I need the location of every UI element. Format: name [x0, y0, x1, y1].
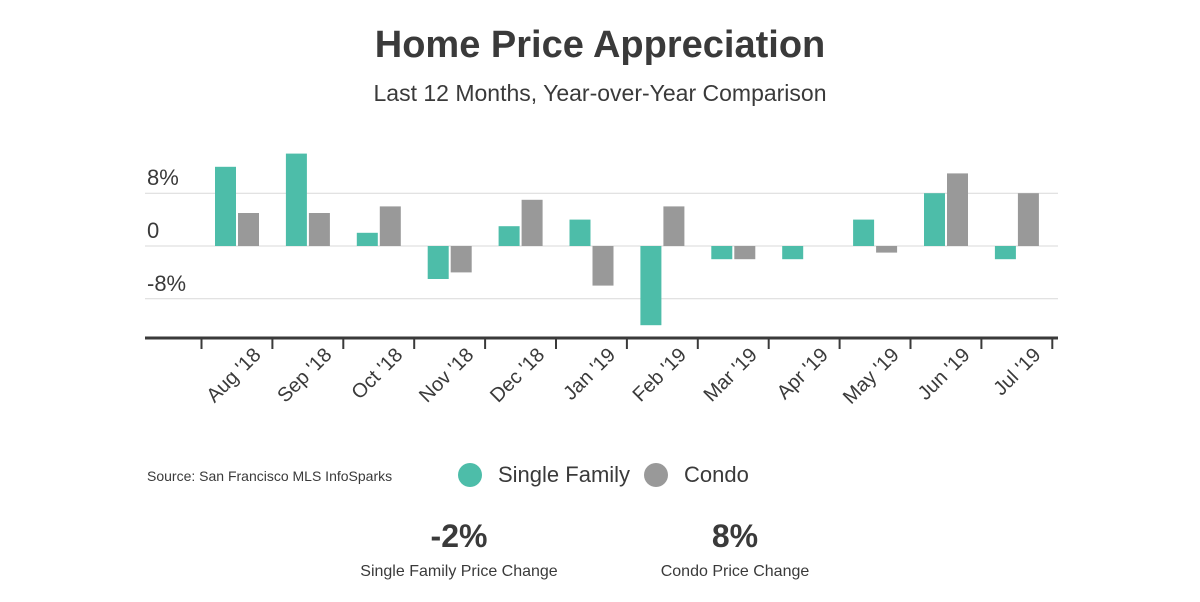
- legend: Single Family Condo: [458, 462, 763, 488]
- bar-condo-4: [521, 199, 543, 246]
- bar-condo-2: [379, 206, 401, 246]
- bar-single-family-5: [569, 219, 591, 246]
- legend-swatch-condo: [644, 463, 669, 487]
- legend-label-single-family: Single Family: [498, 462, 631, 487]
- bar-single-family-8: [782, 246, 804, 260]
- source-note: Source: San Francisco MLS InfoSparks: [147, 468, 393, 484]
- bar-single-family-11: [994, 246, 1016, 260]
- x-tick-label: Aug '18: [202, 344, 265, 407]
- x-tick-label: Nov '18: [415, 344, 478, 407]
- x-tick-label: Dec '18: [486, 344, 549, 407]
- condo-change-value: 8%: [711, 518, 759, 554]
- condo-stat: 8% Condo Price Change: [605, 518, 865, 581]
- bar-condo-3: [450, 246, 472, 273]
- bar-condo-9: [876, 246, 898, 253]
- bar-condo-5: [592, 246, 614, 286]
- x-tick-label: Jun '19: [914, 344, 975, 405]
- single-family-change-label: Single Family Price Change: [360, 563, 558, 580]
- bar-single-family-4: [498, 226, 520, 246]
- legend-swatch-single-family: [458, 463, 482, 487]
- x-tick-label: Sep '18: [273, 344, 336, 407]
- x-tick-label: Mar '19: [700, 344, 762, 406]
- x-tick-label: Apr '19: [773, 344, 833, 404]
- single-family-change-value: -2%: [430, 518, 488, 554]
- bar-condo-6: [663, 206, 685, 246]
- x-tick-label: Jan '19: [559, 344, 620, 405]
- bar-single-family-2: [356, 232, 378, 246]
- bar-single-family-6: [640, 246, 662, 326]
- bar-single-family-1: [285, 153, 307, 246]
- bar-condo-0: [238, 213, 259, 246]
- y-tick-label: 0: [147, 218, 159, 243]
- bar-condo-7: [734, 246, 756, 260]
- bar-single-family-3: [427, 246, 449, 279]
- x-tick-label: Jul '19: [989, 344, 1045, 400]
- bar-condo-11: [1017, 193, 1039, 246]
- x-tick-label: Oct '18: [347, 344, 407, 404]
- bar-single-family-0: [215, 166, 236, 246]
- chart-subtitle: Last 12 Months, Year-over-Year Compariso…: [373, 80, 827, 106]
- bar-condo-1: [308, 213, 330, 246]
- chart-title: Home Price Appreciation: [374, 24, 826, 66]
- bar-condo-10: [947, 173, 968, 246]
- bar-single-family-9: [853, 219, 875, 246]
- y-tick-label: 8%: [147, 165, 179, 190]
- condo-change-label: Condo Price Change: [660, 563, 810, 580]
- single-family-stat: -2% Single Family Price Change: [329, 518, 589, 581]
- bar-single-family-10: [924, 193, 945, 246]
- y-tick-label: -8%: [147, 271, 186, 296]
- legend-label-condo: Condo: [684, 462, 749, 487]
- bar-single-family-7: [711, 246, 733, 260]
- x-tick-label: Feb '19: [629, 344, 691, 406]
- x-tick-label: May '19: [839, 344, 904, 409]
